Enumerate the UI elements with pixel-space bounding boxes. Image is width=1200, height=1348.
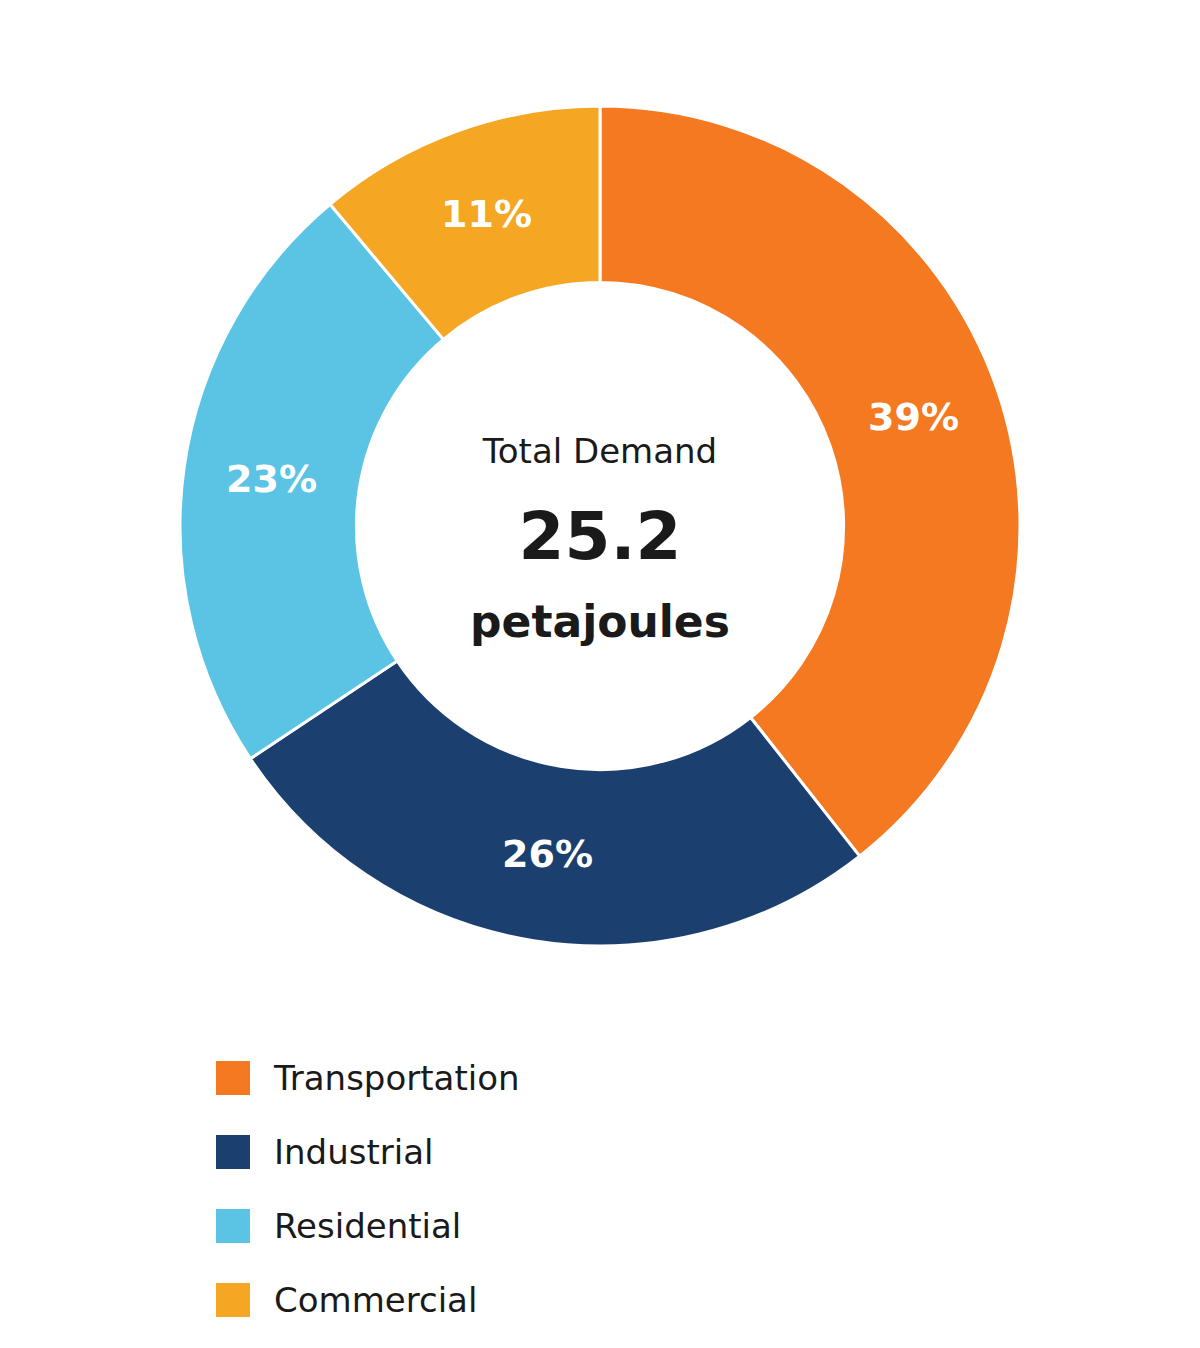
legend-swatch [216,1283,250,1317]
slice [330,106,600,339]
annotation: Total Demand [482,431,717,471]
data-label: 26% [502,832,593,876]
legend-swatch [216,1061,250,1095]
legend-label: Residential [274,1206,461,1246]
legend-swatch [216,1135,250,1169]
legend-item: Transportation [216,1058,520,1098]
legend-label: Commercial [274,1280,477,1320]
legend-label: Transportation [273,1058,520,1098]
slices [180,106,1020,946]
legend: Transportation Industrial Residential Comme… [216,1058,520,1320]
legend-swatch [216,1209,250,1243]
chart-container: 39% 26% 23% 11% Total Demand 25.2 petajoules Tr… [0,0,1200,1348]
chart-svg: 39% 26% 23% 11% Total Demand 25.2 petajoules Tr… [0,0,1200,1348]
legend-label: Industrial [274,1132,433,1172]
annotation: 25.2 [519,498,682,575]
data-label: 11% [441,192,532,236]
annotation: petajoules [470,596,730,647]
data-label: 39% [868,395,959,439]
center-text: Total Demand 25.2 petajoules [470,431,730,647]
legend-item: Industrial [216,1132,433,1172]
data-labels: 39% 26% 23% 11% [226,192,959,875]
donut: 39% 26% 23% 11% Total Demand 25.2 petajoules [180,106,1020,946]
legend-item: Commercial [216,1280,477,1320]
slice [600,106,1020,856]
data-label: 23% [226,457,317,501]
slice [250,661,859,946]
legend-item: Residential [216,1206,461,1246]
